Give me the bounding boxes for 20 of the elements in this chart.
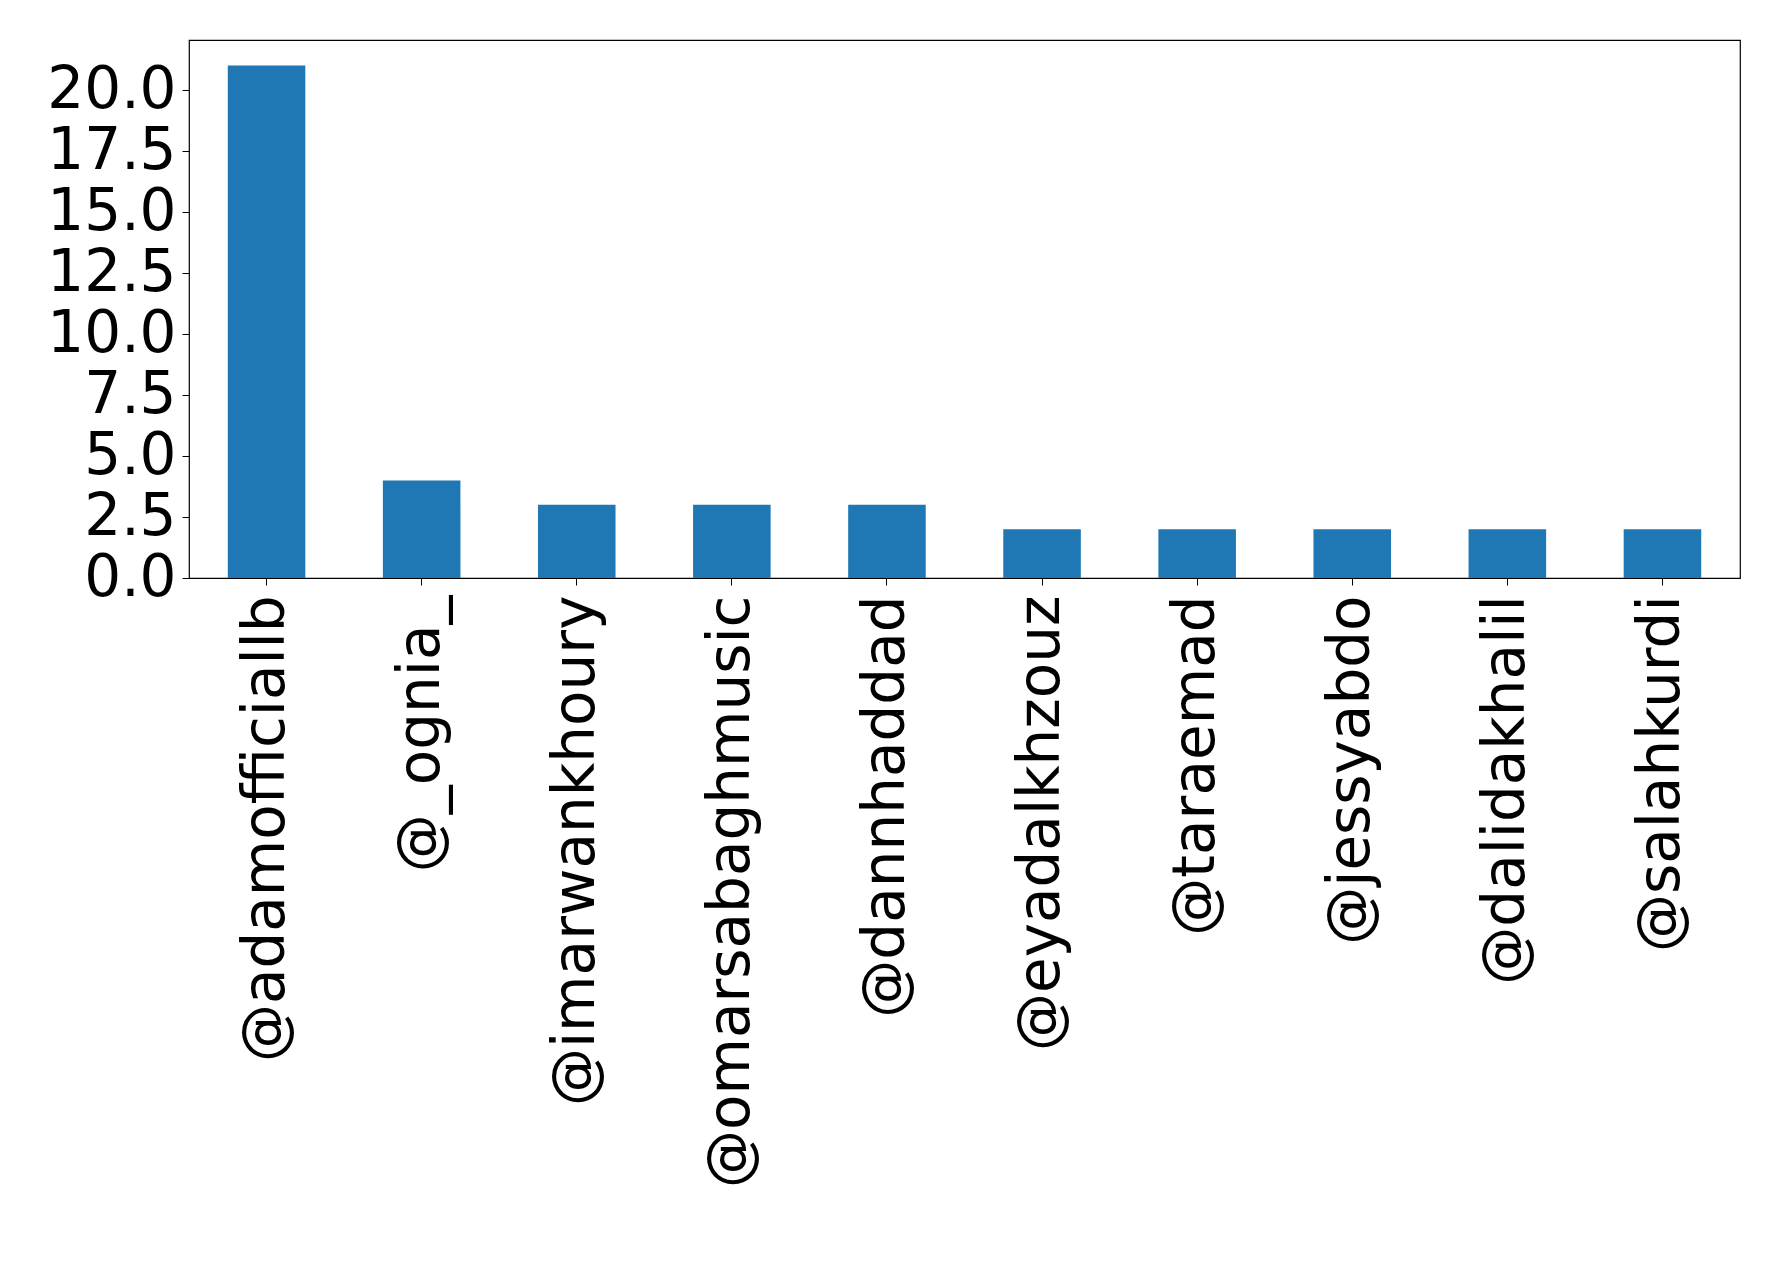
x-tick-label: @imarwankhoury <box>539 595 608 1107</box>
x-tick-label: @salahkurdi <box>1625 595 1694 952</box>
bar <box>1158 529 1236 578</box>
bar <box>693 504 771 578</box>
bar <box>537 504 616 578</box>
x-tick-label: @jessyabdo <box>1315 595 1384 945</box>
x-tick-label: @adamofficiallb <box>229 595 298 1063</box>
x-tick-label: @dannhaddad <box>849 595 918 1018</box>
bar <box>848 504 926 578</box>
x-tick-label: @dalidakhalil <box>1470 595 1539 985</box>
x-tick-label: @taraemad <box>1160 595 1229 936</box>
bar <box>382 480 461 578</box>
bar <box>1313 529 1392 578</box>
bar <box>1623 529 1702 578</box>
bar <box>1003 529 1081 578</box>
x-tick-label: @omarsabaghmusic <box>694 595 763 1189</box>
x-tick-label: @_ognia_ <box>384 594 453 873</box>
bar <box>227 65 306 578</box>
x-tick-label: @eyadalkhzouz <box>1005 595 1074 1052</box>
bar <box>1468 529 1547 578</box>
